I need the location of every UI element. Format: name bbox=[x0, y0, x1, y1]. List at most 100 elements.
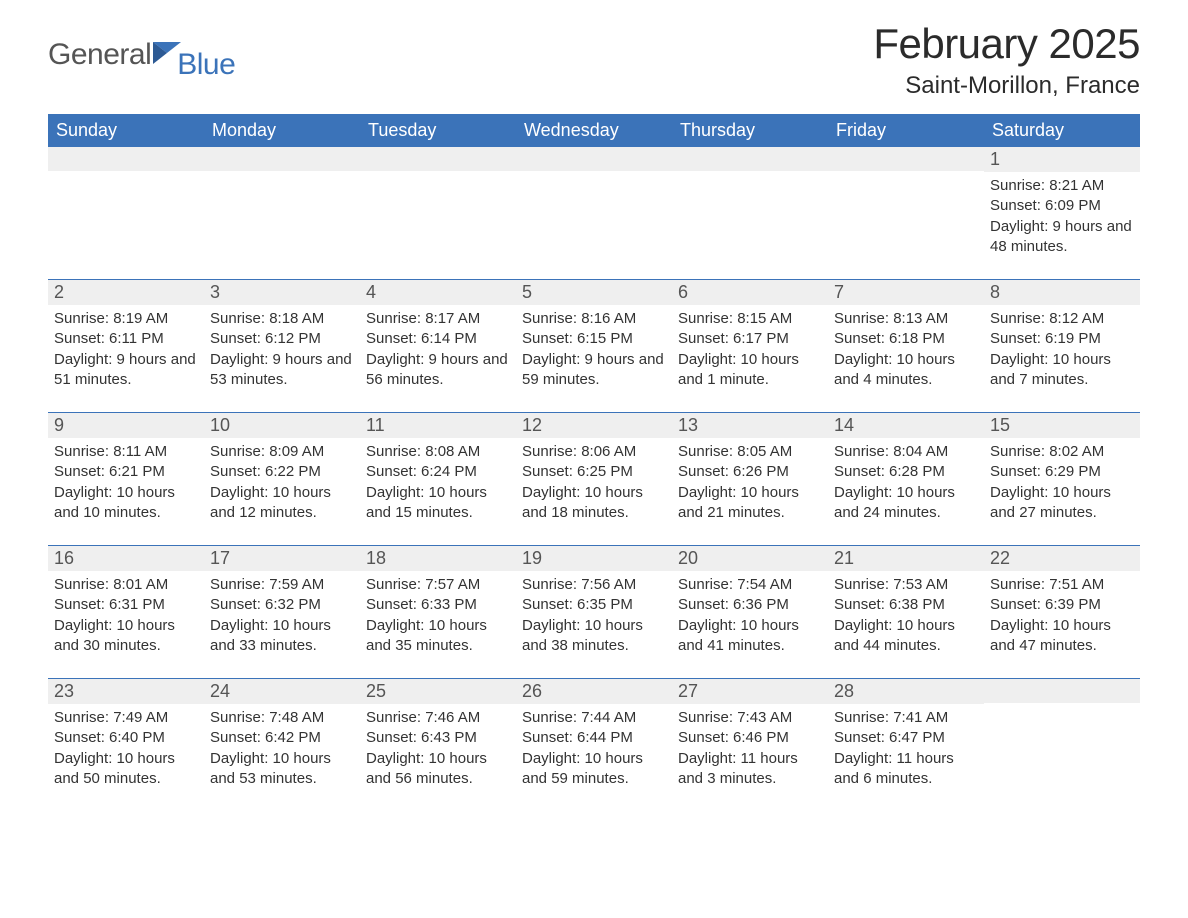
month-title: February 2025 bbox=[873, 20, 1140, 68]
calendar-week: 23Sunrise: 7:49 AMSunset: 6:40 PMDayligh… bbox=[48, 679, 1140, 812]
calendar-table: SundayMondayTuesdayWednesdayThursdayFrid… bbox=[48, 114, 1140, 811]
day-number: 9 bbox=[48, 413, 204, 438]
day-details: Sunrise: 8:09 AMSunset: 6:22 PMDaylight:… bbox=[210, 442, 354, 523]
day-number: 27 bbox=[672, 679, 828, 704]
calendar-cell: 4Sunrise: 8:17 AMSunset: 6:14 PMDaylight… bbox=[360, 280, 516, 413]
day-number: 18 bbox=[360, 546, 516, 571]
day-number bbox=[828, 147, 984, 171]
calendar-cell: 6 Sunrise: 8:15 AMSunset: 6:17 PMDaylight… bbox=[672, 280, 828, 413]
title-block: February 2025 Saint-Morillon, France bbox=[873, 20, 1140, 108]
calendar-cell: 3 Sunrise: 8:18 AMSunset: 6:12 PMDaylight… bbox=[204, 280, 360, 413]
calendar-cell: 14 Sunrise: 8:04 AMSunset: 6:28 PMDayligh… bbox=[828, 413, 984, 546]
day-number: 6 bbox=[672, 280, 828, 305]
calendar-week: 1 Sunrise: 8:21 AMSunset: 6:09 PMDaylight… bbox=[48, 147, 1140, 280]
calendar-cell: 7Sunrise: 8:13 AMSunset: 6:18 PMDaylight… bbox=[828, 280, 984, 413]
weekday-header: Monday bbox=[204, 114, 360, 147]
calendar-cell bbox=[984, 679, 1140, 812]
day-number: 3 bbox=[204, 280, 360, 305]
calendar-cell bbox=[516, 147, 672, 280]
header: General Blue February 2025 Saint-Morillo… bbox=[48, 20, 1140, 108]
day-details: Sunrise: 7:43 AMSunset: 6:46 PMDaylight:… bbox=[678, 708, 822, 789]
calendar-cell: 2 Sunrise: 8:19 AMSunset: 6:11 PMDaylight… bbox=[48, 280, 204, 413]
day-details: Sunrise: 7:51 AMSunset: 6:39 PMDaylight:… bbox=[990, 575, 1134, 656]
day-number: 21 bbox=[828, 546, 984, 571]
calendar-cell: 9 Sunrise: 8:11 AMSunset: 6:21 PMDaylight… bbox=[48, 413, 204, 546]
day-details: Sunrise: 8:21 AMSunset: 6:09 PMDaylight:… bbox=[990, 176, 1134, 257]
calendar-cell bbox=[672, 147, 828, 280]
calendar-cell: 18 Sunrise: 7:57 AMSunset: 6:33 PMDayligh… bbox=[360, 546, 516, 679]
day-number: 15 bbox=[984, 413, 1140, 438]
day-details: Sunrise: 7:53 AMSunset: 6:38 PMDaylight:… bbox=[834, 575, 978, 656]
day-number: 22 bbox=[984, 546, 1140, 571]
day-number: 16 bbox=[48, 546, 204, 571]
day-number bbox=[48, 147, 204, 171]
calendar-cell: 23Sunrise: 7:49 AMSunset: 6:40 PMDayligh… bbox=[48, 679, 204, 812]
calendar-cell: 27 Sunrise: 7:43 AMSunset: 6:46 PMDayligh… bbox=[672, 679, 828, 812]
day-details: Sunrise: 8:16 AMSunset: 6:15 PMDaylight:… bbox=[522, 309, 666, 390]
calendar-cell: 13Sunrise: 8:05 AMSunset: 6:26 PMDayligh… bbox=[672, 413, 828, 546]
day-number: 1 bbox=[984, 147, 1140, 172]
calendar-cell: 17 Sunrise: 7:59 AMSunset: 6:32 PMDayligh… bbox=[204, 546, 360, 679]
day-details: Sunrise: 8:01 AMSunset: 6:31 PMDaylight:… bbox=[54, 575, 198, 656]
day-details: Sunrise: 8:19 AMSunset: 6:11 PMDaylight:… bbox=[54, 309, 198, 390]
calendar-cell: 16 Sunrise: 8:01 AMSunset: 6:31 PMDayligh… bbox=[48, 546, 204, 679]
calendar-cell: 12 Sunrise: 8:06 AMSunset: 6:25 PMDayligh… bbox=[516, 413, 672, 546]
calendar-cell bbox=[828, 147, 984, 280]
calendar-cell: 15Sunrise: 8:02 AMSunset: 6:29 PMDayligh… bbox=[984, 413, 1140, 546]
calendar-cell bbox=[360, 147, 516, 280]
day-number: 2 bbox=[48, 280, 204, 305]
calendar-cell: 10 Sunrise: 8:09 AMSunset: 6:22 PMDayligh… bbox=[204, 413, 360, 546]
calendar-cell bbox=[48, 147, 204, 280]
weekday-header: Tuesday bbox=[360, 114, 516, 147]
day-details: Sunrise: 8:17 AMSunset: 6:14 PMDaylight:… bbox=[366, 309, 510, 390]
day-details: Sunrise: 8:11 AMSunset: 6:21 PMDaylight:… bbox=[54, 442, 198, 523]
day-details: Sunrise: 7:49 AMSunset: 6:40 PMDaylight:… bbox=[54, 708, 198, 789]
day-details: Sunrise: 8:06 AMSunset: 6:25 PMDaylight:… bbox=[522, 442, 666, 523]
day-number bbox=[984, 679, 1140, 703]
calendar-week: 2 Sunrise: 8:19 AMSunset: 6:11 PMDaylight… bbox=[48, 280, 1140, 413]
day-number: 12 bbox=[516, 413, 672, 438]
day-number bbox=[672, 147, 828, 171]
weekday-header: Wednesday bbox=[516, 114, 672, 147]
logo-text-blue: Blue bbox=[177, 48, 235, 82]
day-details: Sunrise: 7:54 AMSunset: 6:36 PMDaylight:… bbox=[678, 575, 822, 656]
day-details: Sunrise: 7:46 AMSunset: 6:43 PMDaylight:… bbox=[366, 708, 510, 789]
calendar-cell: 20 Sunrise: 7:54 AMSunset: 6:36 PMDayligh… bbox=[672, 546, 828, 679]
calendar-cell: 11Sunrise: 8:08 AMSunset: 6:24 PMDayligh… bbox=[360, 413, 516, 546]
calendar-cell: 21 Sunrise: 7:53 AMSunset: 6:38 PMDayligh… bbox=[828, 546, 984, 679]
day-number: 19 bbox=[516, 546, 672, 571]
location: Saint-Morillon, France bbox=[873, 72, 1140, 100]
day-number bbox=[360, 147, 516, 171]
day-number: 25 bbox=[360, 679, 516, 704]
day-details: Sunrise: 7:59 AMSunset: 6:32 PMDaylight:… bbox=[210, 575, 354, 656]
day-details: Sunrise: 7:57 AMSunset: 6:33 PMDaylight:… bbox=[366, 575, 510, 656]
day-number: 28 bbox=[828, 679, 984, 704]
day-details: Sunrise: 7:44 AMSunset: 6:44 PMDaylight:… bbox=[522, 708, 666, 789]
day-number: 20 bbox=[672, 546, 828, 571]
day-number: 10 bbox=[204, 413, 360, 438]
day-details: Sunrise: 8:15 AMSunset: 6:17 PMDaylight:… bbox=[678, 309, 822, 390]
day-details: Sunrise: 8:08 AMSunset: 6:24 PMDaylight:… bbox=[366, 442, 510, 523]
day-number: 17 bbox=[204, 546, 360, 571]
calendar-cell: 22 Sunrise: 7:51 AMSunset: 6:39 PMDayligh… bbox=[984, 546, 1140, 679]
calendar-cell: 8Sunrise: 8:12 AMSunset: 6:19 PMDaylight… bbox=[984, 280, 1140, 413]
day-details: Sunrise: 8:18 AMSunset: 6:12 PMDaylight:… bbox=[210, 309, 354, 390]
logo: General Blue bbox=[48, 20, 241, 72]
day-details: Sunrise: 7:56 AMSunset: 6:35 PMDaylight:… bbox=[522, 575, 666, 656]
weekday-header: Thursday bbox=[672, 114, 828, 147]
day-number: 5 bbox=[516, 280, 672, 305]
calendar-cell: 24 Sunrise: 7:48 AMSunset: 6:42 PMDayligh… bbox=[204, 679, 360, 812]
day-number: 14 bbox=[828, 413, 984, 438]
weekday-header-row: SundayMondayTuesdayWednesdayThursdayFrid… bbox=[48, 114, 1140, 147]
weekday-header: Sunday bbox=[48, 114, 204, 147]
day-number bbox=[516, 147, 672, 171]
weekday-header: Saturday bbox=[984, 114, 1140, 147]
calendar-cell: 28Sunrise: 7:41 AMSunset: 6:47 PMDayligh… bbox=[828, 679, 984, 812]
day-details: Sunrise: 8:12 AMSunset: 6:19 PMDaylight:… bbox=[990, 309, 1134, 390]
day-details: Sunrise: 7:48 AMSunset: 6:42 PMDaylight:… bbox=[210, 708, 354, 789]
day-number bbox=[204, 147, 360, 171]
day-number: 24 bbox=[204, 679, 360, 704]
calendar-week: 9 Sunrise: 8:11 AMSunset: 6:21 PMDaylight… bbox=[48, 413, 1140, 546]
day-number: 13 bbox=[672, 413, 828, 438]
day-details: Sunrise: 8:04 AMSunset: 6:28 PMDaylight:… bbox=[834, 442, 978, 523]
